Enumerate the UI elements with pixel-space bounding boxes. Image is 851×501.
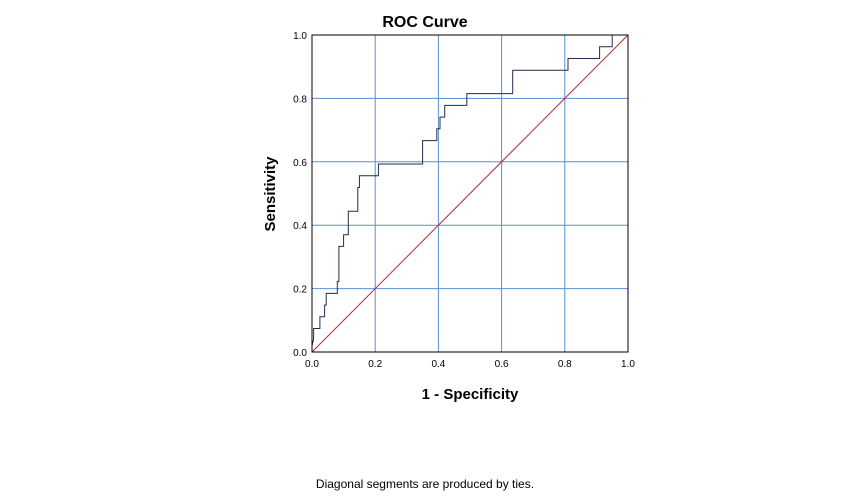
- x-tick-label-4: 0.8: [558, 359, 572, 370]
- x-tick-label-0: 0.0: [305, 359, 319, 370]
- x-tick-label-5: 1.0: [621, 359, 635, 370]
- x-tick-label-1: 0.2: [368, 359, 382, 370]
- tick-labels: 0.0 0.2 0.4 0.6 0.8 1.0 0.0 0.2 0.4 0.6 0.8 1.0: [293, 31, 635, 370]
- footnote: Diagonal segments are produced by ties.: [316, 477, 534, 491]
- y-tick-label-2: 0.4: [293, 221, 307, 232]
- x-tick-label-2: 0.4: [431, 359, 445, 370]
- y-axis-label: Sensitivity: [262, 156, 279, 232]
- x-tick-label-3: 0.6: [495, 359, 509, 370]
- series-layer: [311, 34, 629, 353]
- y-tick-label-3: 0.6: [293, 158, 307, 169]
- roc-curve-line: [311, 34, 628, 352]
- y-tick-label-0: 0.0: [293, 348, 307, 359]
- y-tick-label-4: 0.8: [293, 94, 307, 105]
- reference-diagonal-line: [311, 34, 629, 353]
- chart-title: ROC Curve: [382, 14, 467, 31]
- plot-frame: [311, 34, 629, 353]
- x-axis-label: 1 - Specificity: [422, 386, 519, 403]
- y-tick-label-1: 0.2: [293, 285, 307, 296]
- y-tick-label-5: 1.0: [293, 31, 307, 42]
